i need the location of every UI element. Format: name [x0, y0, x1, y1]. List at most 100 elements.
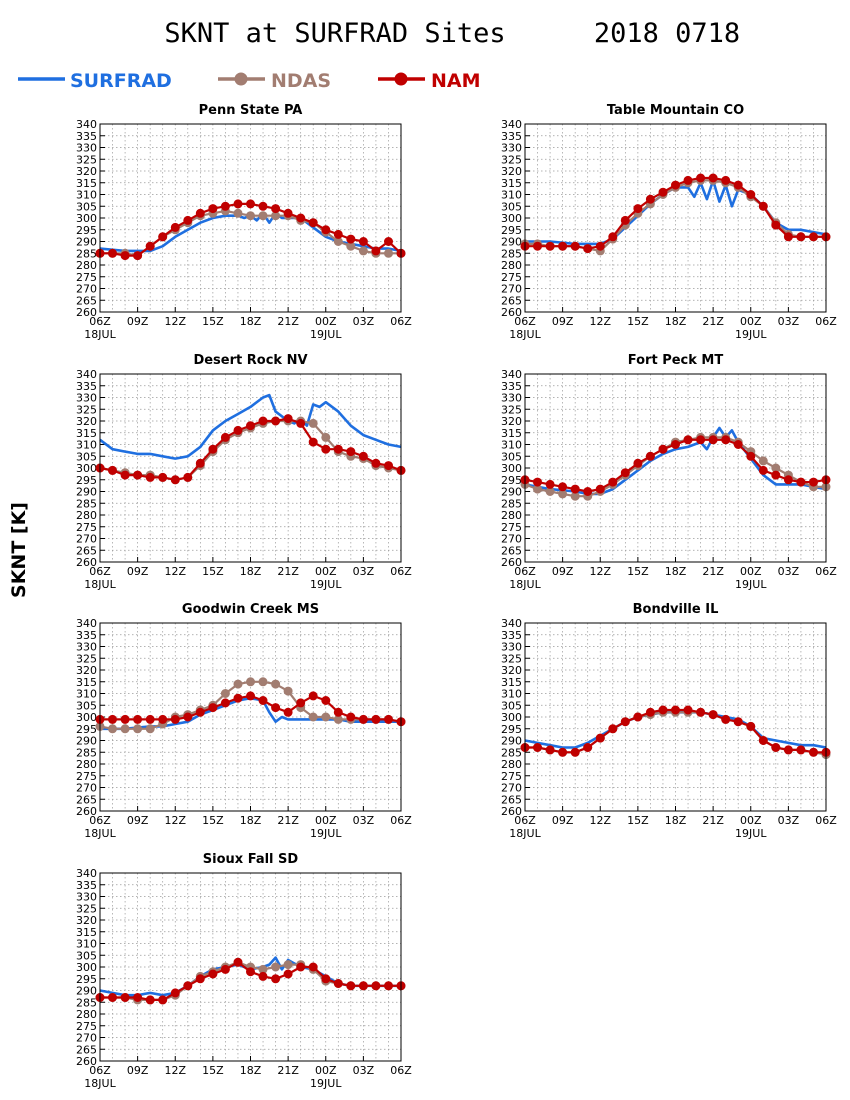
point-ndas [321, 712, 331, 722]
point-nam [746, 451, 756, 461]
y-tick-label: 320 [501, 165, 522, 178]
point-nam [296, 213, 306, 223]
x-tick-label: 03Z [353, 315, 375, 328]
point-nam [271, 974, 281, 984]
point-nam [796, 745, 806, 755]
point-ndas [271, 679, 281, 689]
point-nam [796, 232, 806, 242]
y-tick-label: 320 [76, 914, 97, 927]
x-tick-label: 15Z [627, 814, 649, 827]
x-tick-label: 03Z [778, 814, 800, 827]
point-nam [633, 204, 643, 214]
panel-title: Goodwin Creek MS [182, 602, 319, 617]
point-nam [321, 974, 331, 984]
point-nam [271, 204, 281, 214]
y-tick-label: 310 [501, 688, 522, 701]
point-nam [783, 232, 793, 242]
panel-title: Table Mountain CO [607, 103, 744, 118]
point-nam [308, 962, 318, 972]
point-nam [333, 229, 343, 239]
point-nam [558, 482, 568, 492]
point-nam [145, 995, 155, 1005]
y-tick-label: 290 [501, 486, 522, 499]
point-nam [145, 241, 155, 251]
point-nam [208, 969, 218, 979]
x-tick-label: 18Z [665, 814, 687, 827]
y-tick-label: 340 [76, 118, 97, 131]
x-tick-label: 00Z [740, 315, 762, 328]
y-tick-label: 325 [501, 153, 522, 166]
point-nam [570, 484, 580, 494]
point-nam [671, 440, 680, 449]
point-nam [371, 714, 381, 724]
point-nam [233, 199, 243, 209]
point-nam [733, 180, 743, 190]
y-tick-label: 315 [76, 926, 97, 939]
panel-title: Bondville IL [633, 602, 719, 617]
y-tick-label: 295 [76, 474, 97, 487]
y-tick-label: 310 [76, 688, 97, 701]
point-nam [183, 712, 193, 722]
y-tick-label: 335 [501, 629, 522, 642]
y-tick-label: 270 [76, 533, 97, 546]
x-tick-label: 21Z [277, 1064, 299, 1077]
point-nam [384, 237, 393, 246]
y-tick-label: 265 [501, 544, 522, 557]
point-nam [683, 175, 693, 185]
y-tick-label: 290 [501, 236, 522, 249]
point-nam [620, 717, 630, 727]
x-tick-label: 06Z [514, 315, 536, 328]
point-nam [758, 465, 768, 475]
point-nam [258, 696, 268, 705]
point-nam [120, 470, 130, 480]
y-tick-label: 305 [76, 450, 97, 463]
y-tick-label: 275 [76, 271, 97, 284]
point-nam [308, 218, 318, 228]
x-tick-label: 09Z [127, 315, 149, 328]
point-nam [683, 705, 693, 715]
point-nam [708, 710, 718, 720]
x-tick-label: 15Z [202, 565, 224, 578]
x-tick-label: 06Z [514, 814, 536, 827]
point-nam [321, 444, 331, 454]
point-nam [258, 201, 268, 211]
y-tick-label: 315 [501, 427, 522, 440]
x-tick-label: 06Z [390, 814, 412, 827]
point-nam [195, 208, 205, 218]
y-tick-label: 335 [76, 130, 97, 143]
y-tick-label: 270 [76, 1032, 97, 1045]
x-date-label: 18JUL [84, 578, 116, 591]
y-tick-label: 265 [76, 294, 97, 307]
legend-item-surfrad: SURFRAD [18, 70, 172, 92]
series-surfrad [524, 710, 827, 749]
point-nam [358, 981, 368, 991]
y-tick-label: 290 [76, 236, 97, 249]
y-tick-label: 265 [501, 793, 522, 806]
x-tick-label: 12Z [589, 565, 611, 578]
point-nam [208, 703, 218, 713]
y-tick-label: 335 [76, 629, 97, 642]
point-nam [658, 705, 668, 715]
y-tick-label: 315 [76, 177, 97, 190]
legend-marker-nam [394, 72, 408, 86]
x-date-label: 18JUL [509, 827, 541, 840]
point-nam [308, 691, 318, 701]
x-tick-label: 18Z [665, 565, 687, 578]
y-tick-label: 285 [501, 497, 522, 510]
y-tick-label: 265 [501, 294, 522, 307]
point-nam [371, 246, 381, 256]
x-tick-label: 21Z [277, 315, 299, 328]
point-nam [233, 957, 243, 967]
x-tick-label: 12Z [589, 315, 611, 328]
point-nam [208, 204, 218, 214]
grid [100, 374, 401, 562]
y-tick-label: 285 [76, 247, 97, 260]
point-nam [296, 962, 306, 972]
y-tick-label: 280 [501, 259, 522, 272]
y-tick-label: 340 [76, 867, 97, 880]
y-tick-label: 310 [76, 938, 97, 951]
y-tick-label: 260 [76, 1055, 97, 1068]
point-nam [558, 747, 568, 757]
point-nam [384, 981, 393, 991]
x-tick-label: 00Z [740, 565, 762, 578]
